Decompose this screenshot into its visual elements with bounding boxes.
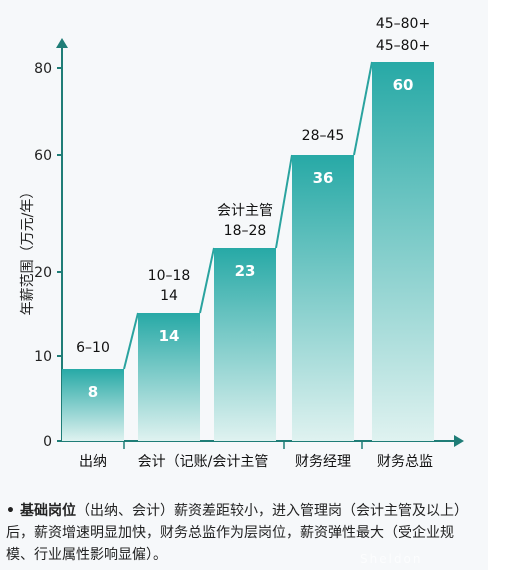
y-tick-label: 10 xyxy=(34,349,52,365)
x-category-label: 会计（记账/会计主管 xyxy=(138,454,269,470)
connector-line xyxy=(123,312,139,370)
page-margin xyxy=(488,0,505,570)
y-axis-arrow xyxy=(56,38,68,48)
range-label: 10–18 xyxy=(148,268,191,284)
range-label: 6–10 xyxy=(76,340,110,356)
range-label: 18–28 xyxy=(224,223,267,239)
range-label: 45–80+ xyxy=(376,38,430,54)
salary-bar-chart: 0 10 20 60 80 年薪范围（万元/年） 8 14 23 36 60 6–10 10–18 14 会… xyxy=(19,16,464,470)
bar-value-label: 60 xyxy=(393,76,414,94)
bar-value-label: 14 xyxy=(159,327,180,345)
bar xyxy=(292,155,354,441)
bar xyxy=(214,248,276,441)
bar-value-label: 36 xyxy=(313,169,334,187)
connector-lines xyxy=(123,61,373,370)
connector-line xyxy=(199,247,215,314)
connector-line xyxy=(353,61,373,156)
x-axis-arrow xyxy=(454,435,464,447)
footnote: • 基础岗位（出纳、会计）薪资差距较小，进入管理岗（会计主管及以上）后，薪资增速明… xyxy=(6,500,476,566)
range-label: 45–80+ xyxy=(376,16,430,32)
y-tick-label: 80 xyxy=(34,61,52,77)
footnote-bold: 基础岗位 xyxy=(20,503,76,519)
bar-value-label: 8 xyxy=(88,383,98,401)
footnote-text: （出纳、会计）薪资差距较小，进入管理岗（会计主管及以上）后，薪资增速明显加快，财… xyxy=(6,503,468,563)
x-category-label: 财务经理 xyxy=(295,454,351,470)
bar xyxy=(138,313,200,441)
labels: 0 10 20 60 80 年薪范围（万元/年） 8 14 23 36 60 6–10 10–18 14 会… xyxy=(19,16,433,470)
y-tick-label: 60 xyxy=(34,148,52,164)
bar xyxy=(372,62,434,441)
range-label: 会计主管 xyxy=(217,203,273,219)
x-category-label: 出纳 xyxy=(79,454,107,470)
bar xyxy=(62,369,124,441)
y-axis-title: 年薪范围（万元/年） xyxy=(19,185,36,316)
bar-value-label: 23 xyxy=(235,262,256,280)
range-label: 14 xyxy=(160,288,178,304)
bullet-mark: • xyxy=(6,503,15,519)
connector-line xyxy=(275,154,293,249)
y-tick-label: 0 xyxy=(43,434,52,450)
bars xyxy=(62,62,434,441)
watermark: Sheldon xyxy=(360,552,423,566)
x-category-label: 财务总监 xyxy=(377,454,433,470)
y-tick-label: 20 xyxy=(34,265,52,281)
range-label: 28–45 xyxy=(302,128,345,144)
